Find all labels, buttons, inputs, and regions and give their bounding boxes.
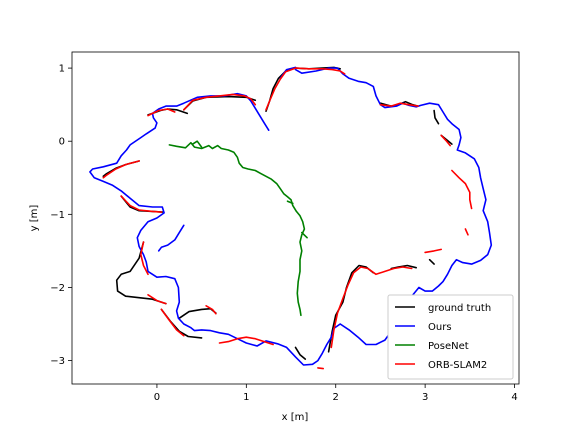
series-layer [89, 66, 493, 370]
series-orb-slam2 [102, 67, 473, 370]
x-tick-label: 4 [511, 392, 517, 403]
trajectory-orb-slam2-segment-8 [102, 160, 140, 179]
trajectory-orb-slam2-segment-11 [147, 293, 167, 305]
trajectory-posenet-segment-1 [191, 140, 203, 148]
x-axis-ticks: 0 1 2 3 4 [154, 384, 518, 403]
trajectory-orb-slam2-segment-2 [147, 108, 176, 117]
trajectory-ours-segment-2 [157, 224, 185, 252]
trajectory-orb-slam2-segment-3 [379, 102, 419, 107]
trajectory-ground-truth-segment-11 [294, 346, 307, 360]
trajectory-orb-slam2-segment-14 [218, 336, 274, 346]
trajectory-orb-slam2-segment-7 [424, 248, 443, 254]
trajectory-ground-truth-segment-4 [433, 109, 440, 125]
x-tick-label: 0 [154, 392, 160, 403]
legend-label-posenet: PoseNet [428, 341, 469, 352]
trajectory-ours-segment-0 [89, 67, 493, 366]
y-axis-label: y [m] [29, 205, 40, 232]
trajectory-orb-slam2-segment-9 [120, 195, 163, 213]
series-posenet [168, 140, 308, 317]
trajectory-orb-slam2-segment-6 [464, 228, 469, 236]
x-tick-label: 1 [243, 392, 249, 403]
x-tick-label: 3 [422, 392, 428, 403]
y-tick-label: −2 [50, 283, 65, 294]
trajectory-orb-slam2-segment-12 [160, 308, 185, 337]
y-tick-label: −1 [50, 210, 65, 221]
legend-label-orb-slam2: ORB-SLAM2 [428, 360, 487, 371]
trajectory-posenet-segment-2 [286, 200, 294, 205]
trajectory-orb-slam2-segment-4 [440, 134, 452, 147]
y-tick-label: 0 [59, 137, 65, 148]
x-axis-label: x [m] [282, 412, 309, 423]
y-axis-ticks: 1 0 −1 −2 −3 [50, 64, 72, 367]
trajectory-posenet-segment-0 [168, 141, 306, 317]
trajectory-orb-slam2-segment-5 [451, 169, 473, 210]
trajectory-orb-slam2-segment-13 [205, 304, 217, 315]
trajectory-ground-truth-segment-8 [115, 241, 167, 305]
trajectory-orb-slam2-segment-15 [330, 266, 413, 349]
legend: ground truth Ours PoseNet ORB-SLAM2 [387, 294, 514, 380]
y-tick-label: −3 [50, 356, 65, 367]
legend-label-ground-truth: ground truth [428, 303, 491, 314]
y-tick-label: 1 [59, 64, 65, 75]
x-tick-label: 2 [333, 392, 339, 403]
trajectory-orb-slam2-segment-1 [183, 93, 257, 111]
trajectory-ground-truth-segment-14 [428, 258, 435, 265]
trajectory-orb-slam2-segment-0 [265, 67, 346, 111]
legend-box [387, 294, 514, 380]
legend-label-ours: Ours [428, 322, 452, 333]
axes-frame [71, 51, 520, 385]
trajectory-posenet-segment-3 [300, 231, 308, 239]
trajectory-orb-slam2-segment-10 [140, 241, 149, 276]
trajectory-orb-slam2-segment-16 [317, 367, 325, 370]
